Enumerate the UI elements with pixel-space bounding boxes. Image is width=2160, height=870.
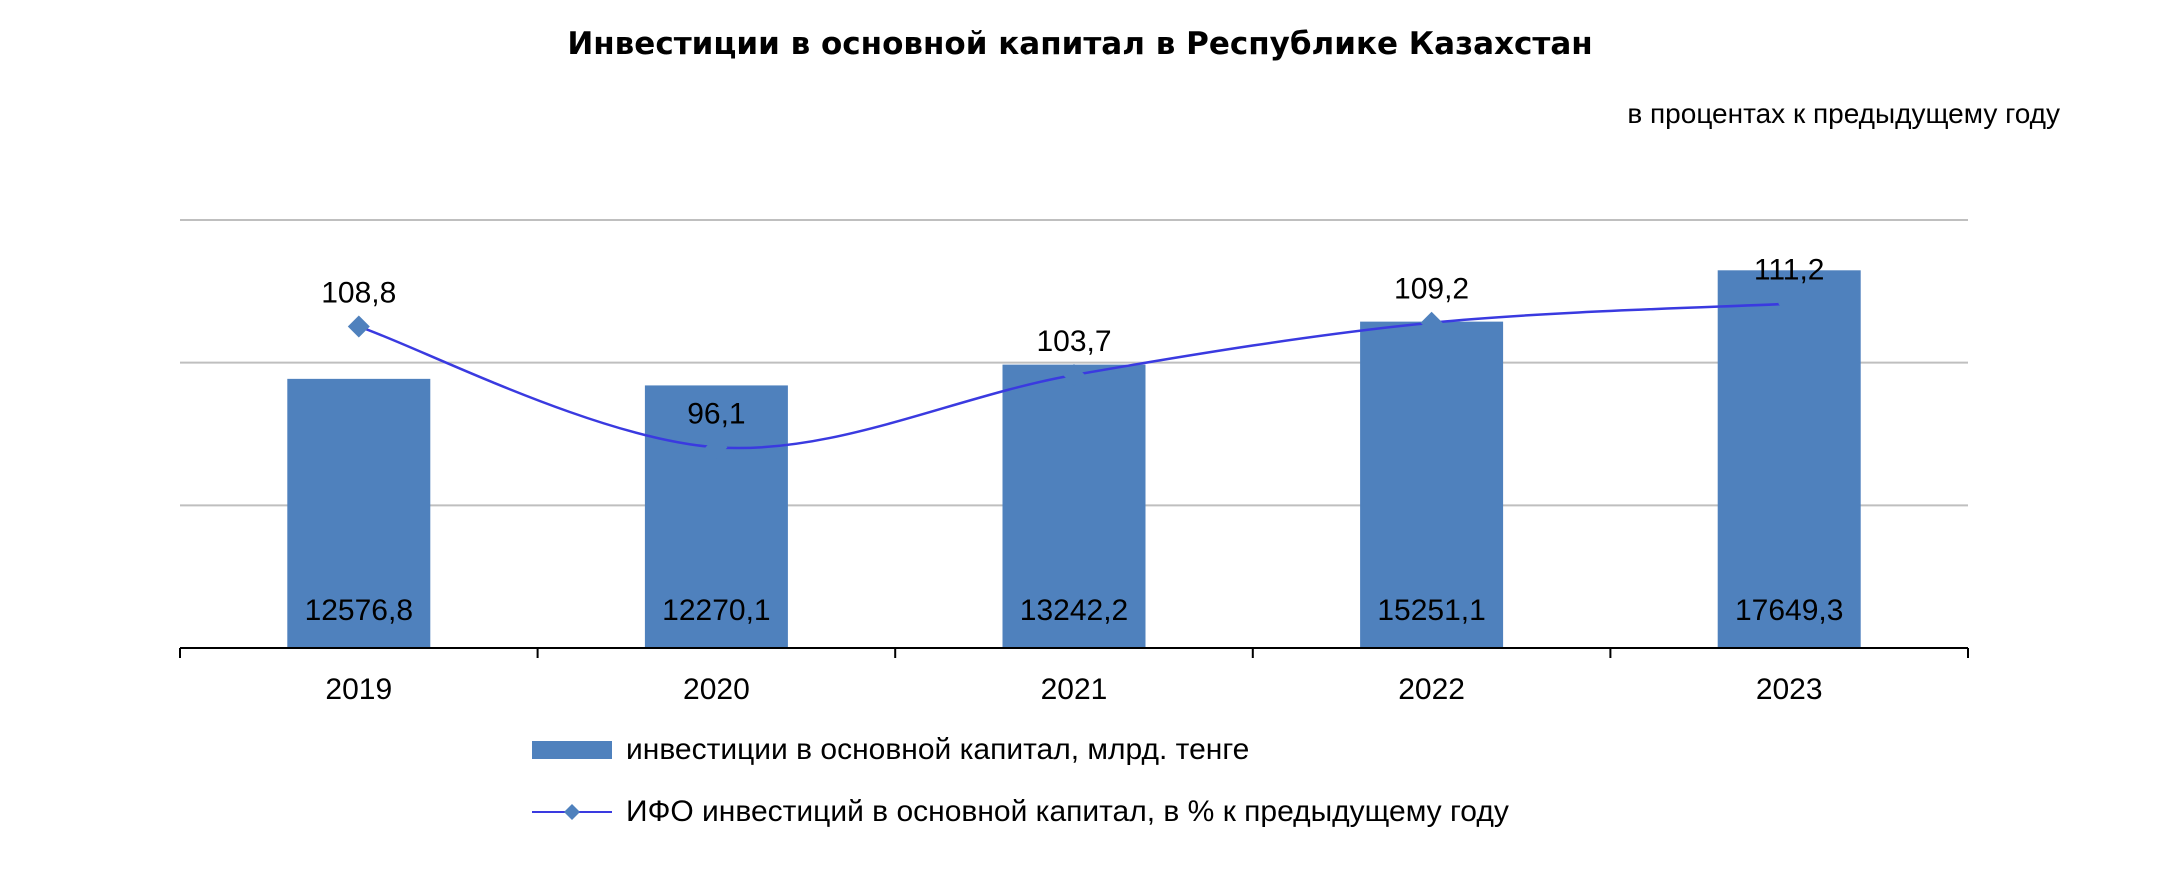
chart-subtitle: в процентах к предыдущему году [1627, 98, 2060, 129]
legend-bar-label: инвестиции в основной капитал, млрд. тен… [626, 733, 1250, 766]
x-tick-label-2021: 2021 [1041, 673, 1108, 706]
bar-value-label: 17649,3 [1735, 594, 1843, 627]
bar-2022 [1360, 321, 1504, 648]
x-axis: 2019 2020 2021 2022 2023 [179, 647, 1969, 706]
line-marker-2019 [347, 315, 370, 338]
legend-item-bars: инвестиции в основной капитал, млрд. тен… [532, 733, 1249, 767]
bar-value-label: 15251,1 [1377, 594, 1485, 627]
bar-value-label: 13242,2 [1020, 594, 1128, 627]
bar-series [287, 270, 1861, 648]
data-labels: 12576,8 12270,1 13242,2 15251,1 17649,3 108,8… [305, 254, 1844, 627]
bar-2019 [287, 378, 431, 648]
chart-title: Инвестиции в основной капитал в Республи… [567, 26, 1593, 62]
line-marker-2020 [705, 436, 728, 459]
legend-bar-swatch [532, 741, 612, 759]
bar-2021 [1002, 364, 1146, 648]
line-marker-2021 [1063, 364, 1085, 387]
line-series [347, 292, 1801, 459]
x-tick-label-2020: 2020 [683, 673, 750, 706]
line-value-label: 109,2 [1394, 273, 1469, 306]
line-value-label: 108,8 [321, 277, 396, 310]
bar-2023 [1717, 270, 1861, 648]
line-value-label: 96,1 [687, 397, 745, 430]
line-marker-2022 [1420, 311, 1443, 334]
legend-item-line: ИФО инвестиций в основной капитал, в % к… [532, 795, 1509, 829]
bar-value-label: 12576,8 [305, 594, 413, 627]
x-tick-label-2019: 2019 [325, 673, 392, 706]
bar-value-label: 12270,1 [662, 594, 770, 627]
line-value-label: 111,2 [1754, 254, 1825, 287]
legend-line-swatch [532, 804, 612, 820]
x-tick-label-2022: 2022 [1398, 673, 1465, 706]
line-value-label: 103,7 [1036, 325, 1111, 358]
bar-2020 [644, 385, 788, 648]
x-tick-label-2023: 2023 [1756, 673, 1823, 706]
line-marker-2023 [1778, 292, 1801, 315]
legend-line-label: ИФО инвестиций в основной капитал, в % к… [626, 795, 1509, 828]
